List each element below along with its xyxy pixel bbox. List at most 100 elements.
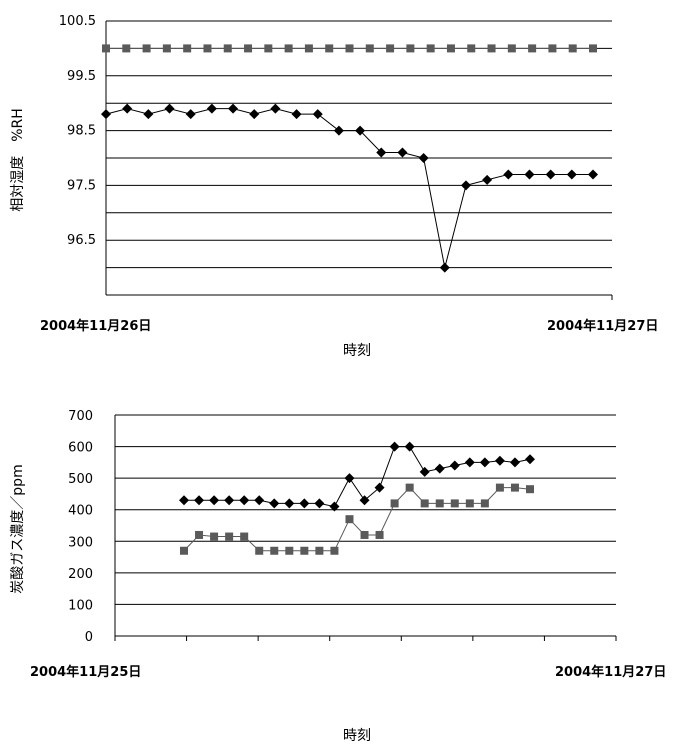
- chart-top-series-2-point: [122, 103, 133, 114]
- chart-bottom-series-2-point: [255, 546, 264, 555]
- chart-top-series-1-point: [122, 44, 131, 53]
- chart-bottom-series-1-point: [179, 495, 189, 506]
- chart-bottom-series-2-point: [405, 483, 414, 492]
- chart-top-xtick-label-start: 2004年11月26日: [40, 318, 151, 334]
- chart-top-series-1-point: [507, 44, 516, 53]
- chart-top-series-2-point: [270, 103, 281, 114]
- chart-bottom-series-1-point: [479, 457, 490, 468]
- chart-top-series-2-point: [460, 180, 471, 191]
- chart-bottom-series-1-point: [374, 482, 385, 493]
- chart-bottom-xtick-label-end: 2004年11月27日: [555, 664, 666, 680]
- chart-bottom-series-2-point: [450, 499, 459, 508]
- chart-top-series-1-point: [142, 44, 151, 53]
- chart-top-series-line-2: [105, 108, 593, 268]
- chart-top-series-1-point: [102, 44, 110, 53]
- chart-top-axes: [105, 21, 613, 300]
- chart-top-series-1-point: [223, 44, 232, 53]
- chart-top-series-1-point: [345, 44, 354, 53]
- chart-bottom-ytick-label: 500: [68, 472, 93, 487]
- chart-top-series-1-point: [467, 44, 476, 53]
- chart-bottom-series-1-point: [239, 495, 250, 506]
- chart-top-series-1-point: [386, 44, 395, 53]
- chart-bottom-series-2-point: [195, 530, 204, 539]
- chart-bottom-series-2-point: [375, 530, 384, 539]
- chart-bottom-series-1-point: [344, 473, 355, 484]
- chart-bottom-yticks: 700 600 500 400 300 200 100 0: [68, 409, 93, 645]
- chart-top-x-axis-label: 時刻: [343, 343, 371, 359]
- chart-bottom-series-1-point: [509, 457, 520, 468]
- chart-bottom-series-2-point: [210, 532, 219, 541]
- chart-top-yticks: 100.5 99.5 98.5 97.5 96.5: [59, 14, 96, 248]
- chart-bottom-series-1-point: [449, 460, 460, 471]
- chart-top-series-2-point: [503, 169, 514, 180]
- chart-bottom-series-1-point: [209, 495, 220, 506]
- chart-bottom-series-2-point: [240, 532, 249, 541]
- chart-top-series-2-point: [524, 169, 535, 180]
- chart-bottom-ytick-label: 200: [68, 567, 93, 582]
- chart-top-y-axis-label: 相対湿度 %RH: [10, 108, 26, 212]
- chart-top-ytick-label: 99.5: [67, 69, 96, 84]
- chart-top-series-2-point: [566, 169, 577, 180]
- chart-bottom-series-2-point: [390, 499, 399, 508]
- chart-top-series-2-point: [164, 103, 175, 114]
- chart-top: 100.5 99.5 98.5 97.5 96.5 2004年11月26日 2004年1…: [10, 14, 658, 359]
- chart-bottom-series-2-point: [285, 546, 294, 555]
- chart-bottom-xtick-label-start: 2004年11月25日: [30, 664, 141, 680]
- chart-top-series-1-point: [365, 44, 374, 53]
- chart-bottom-ytick-label: 700: [68, 409, 93, 424]
- chart-top-series-1-point: [568, 44, 577, 53]
- chart-bottom-grid: [115, 414, 616, 605]
- chart-top-series-1-point: [162, 44, 171, 53]
- chart-top-series-1-point: [589, 44, 597, 53]
- chart-bottom-series-1-point: [194, 495, 205, 506]
- chart-top-series-2-point: [545, 169, 556, 180]
- chart-top-series-2-point: [355, 125, 366, 136]
- chart-top-series-1-point: [446, 44, 455, 53]
- chart-top-series-2-point: [588, 169, 598, 180]
- chart-bottom-ytick-label: 400: [68, 504, 93, 519]
- chart-top-series-1-point: [548, 44, 557, 53]
- chart-top-series-1-point: [528, 44, 537, 53]
- chart-bottom-series-2-point: [270, 546, 279, 555]
- chart-top-series-2-point: [101, 109, 111, 120]
- chart-bottom-series-1-point: [525, 454, 535, 465]
- chart-top-series-1-point: [325, 44, 334, 53]
- chart-top-series-1-point: [203, 44, 212, 53]
- chart-bottom: 700 600 500 400 300 200 100 0 2004年11月25日 2004年…: [10, 409, 666, 744]
- chart-top-series-2-point: [143, 109, 154, 120]
- chart-top-series-2-point: [206, 103, 217, 114]
- chart-bottom-ytick-label: 0: [85, 630, 93, 645]
- chart-bottom-series-1-point: [434, 463, 445, 474]
- chart-top-series-1-point: [487, 44, 496, 53]
- chart-top-series-2-point: [439, 262, 450, 273]
- chart-bottom-series-1-point: [269, 498, 280, 509]
- chart-top-series-1-point: [183, 44, 192, 53]
- chart-bottom-series-2-point: [225, 532, 234, 541]
- chart-top-series-2-point: [185, 109, 196, 120]
- chart-top-series-1-point: [264, 44, 273, 53]
- chart-bottom-series-1-point: [299, 498, 310, 509]
- chart-top-series-2-point: [397, 147, 408, 158]
- chart-bottom-series-1-point: [464, 457, 475, 468]
- chart-bottom-x-axis-label: 時刻: [343, 728, 371, 744]
- chart-bottom-ytick-label: 100: [68, 598, 93, 613]
- chart-bottom-series-2-point: [495, 483, 504, 492]
- chart-top-series-2-point: [312, 109, 323, 120]
- chart-bottom-series-2-point: [420, 499, 429, 508]
- chart-bottom-series-1-point: [314, 498, 325, 509]
- chart-bottom-ytick-label: 600: [68, 441, 93, 456]
- chart-top-series-2-point: [376, 147, 387, 158]
- chart-bottom-series-2-point: [526, 485, 534, 494]
- chart-bottom-series-2-point: [180, 546, 188, 555]
- chart-bottom-series-2-point: [330, 546, 339, 555]
- chart-top-series-2-point: [418, 153, 429, 163]
- chart-bottom-series-2-point: [465, 499, 474, 508]
- chart-bottom-series-1-point: [254, 495, 265, 506]
- chart-bottom-series-2-point: [435, 499, 444, 508]
- chart-top-ytick-label: 96.5: [67, 233, 96, 248]
- chart-bottom-series-1-point: [494, 455, 505, 466]
- chart-top-series-2-point: [291, 109, 302, 120]
- chart-top-series-2-point: [228, 103, 239, 114]
- chart-top-series-1-point: [406, 44, 415, 53]
